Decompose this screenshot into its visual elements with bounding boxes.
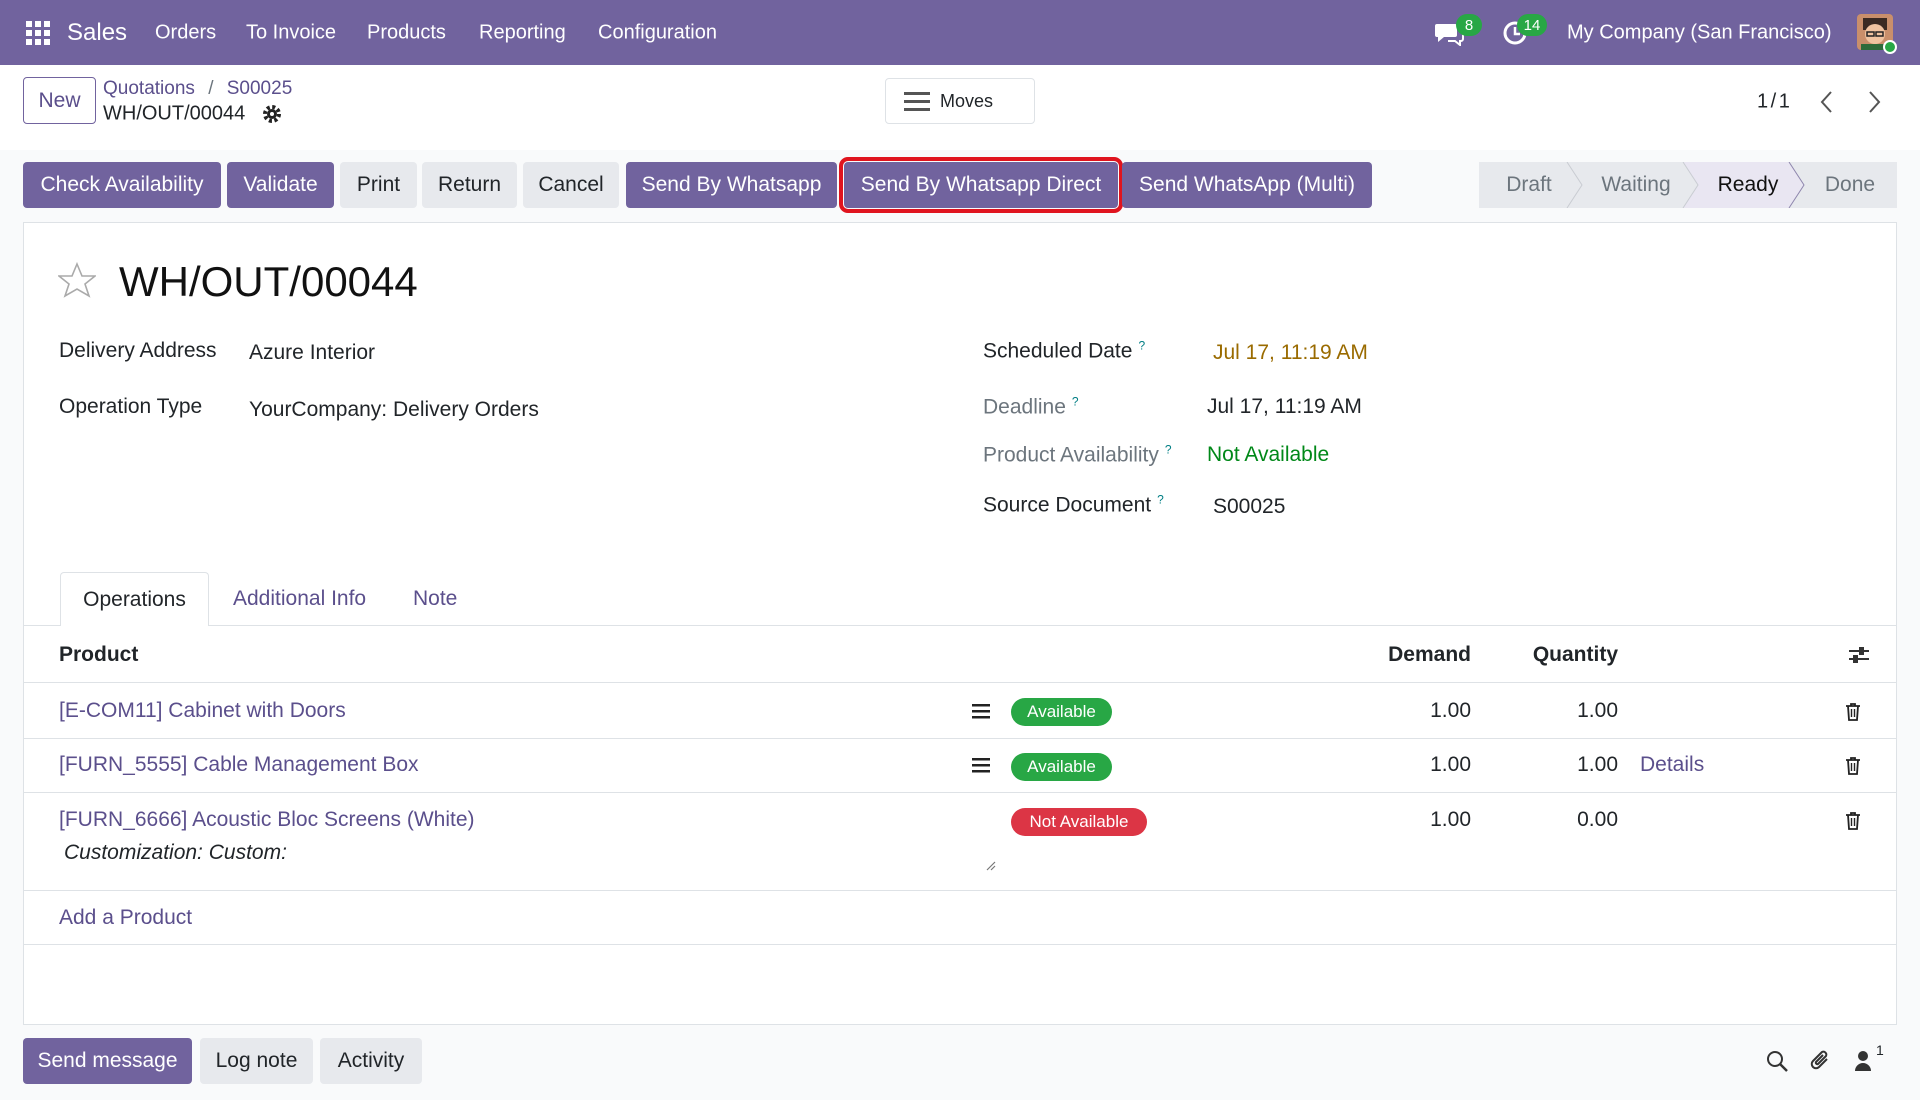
field-value: Not Available (1207, 443, 1330, 466)
pager-prev[interactable] (1819, 90, 1835, 114)
status-stage-current[interactable]: Ready (1717, 173, 1779, 196)
quantity[interactable]: 0.00 (1577, 808, 1618, 831)
status-stage[interactable]: Waiting (1601, 173, 1671, 196)
moves-label: Moves (940, 90, 994, 111)
demand: 1.00 (1430, 699, 1471, 722)
quantity[interactable]: 1.00 (1577, 699, 1618, 722)
delete-icon[interactable] (1845, 811, 1861, 830)
row-border (24, 792, 1896, 793)
menu-item[interactable]: Products (367, 21, 446, 44)
attachment-icon[interactable] (1810, 1049, 1832, 1073)
favorite-star[interactable] (58, 262, 96, 298)
followers-icon[interactable] (1854, 1050, 1874, 1072)
breadcrumb-separator: / (208, 78, 214, 99)
detail-icon[interactable] (972, 757, 990, 773)
breadcrumb-current: WH/OUT/00044 (103, 102, 246, 125)
menu-item[interactable]: Orders (155, 21, 217, 44)
messages-badge: 8 (1456, 14, 1482, 36)
action-button[interactable]: Send WhatsApp (Multi) (1122, 162, 1372, 208)
navbar: Sales Orders To Invoice Products Reporti… (0, 0, 1920, 65)
app-name[interactable]: Sales (67, 19, 128, 46)
product-link[interactable]: [FURN_5555] Cable Management Box (59, 753, 419, 776)
field-label: Deadline (983, 395, 1066, 419)
demand: 1.00 (1430, 808, 1471, 831)
delete-icon[interactable] (1845, 702, 1861, 721)
menu-item[interactable]: Reporting (479, 21, 566, 44)
field-label: Operation Type (59, 395, 203, 418)
detail-icon[interactable] (972, 703, 990, 719)
tab[interactable]: Note (413, 587, 458, 610)
optional-columns-toggle[interactable] (1848, 646, 1870, 664)
add-line[interactable]: Add a Product (59, 906, 193, 929)
form-sheet (23, 222, 1897, 1025)
breadcrumb-link[interactable]: S00025 (226, 78, 293, 99)
apps-icon[interactable] (26, 21, 50, 45)
action-button[interactable]: Cancel (523, 162, 619, 208)
pager: 1 / 1 (1757, 90, 1790, 113)
quantity[interactable]: 1.00 (1577, 753, 1618, 776)
action-button[interactable]: Send By Whatsapp Direct (839, 157, 1123, 213)
field-label: Source Document (983, 493, 1152, 517)
status-stage[interactable]: Done (1824, 173, 1876, 196)
tab[interactable]: Additional Info (233, 587, 367, 610)
activities-badge: 14 (1517, 14, 1547, 36)
status-badge: Available (1011, 698, 1112, 726)
product-description[interactable]: Customization: Custom: (64, 841, 287, 864)
menu-item[interactable]: Configuration (598, 21, 717, 44)
help-tooltip[interactable]: ? (1071, 394, 1079, 409)
help-tooltip[interactable]: ? (1157, 492, 1164, 507)
company-switcher[interactable]: My Company (San Francisco) (1567, 21, 1832, 44)
help-tooltip[interactable]: ? (1164, 442, 1172, 457)
help-tooltip[interactable]: ? (1138, 338, 1146, 353)
row-border (24, 738, 1896, 739)
moves-icon (904, 92, 930, 111)
menu-item[interactable]: To Invoice (246, 21, 337, 44)
column-header[interactable]: Demand (1388, 643, 1471, 666)
user-avatar[interactable] (1857, 14, 1897, 54)
search-icon[interactable] (1766, 1050, 1788, 1072)
product-link[interactable]: [FURN_6666] Acoustic Bloc Screens (White… (59, 808, 475, 831)
followers-count: 1 (1876, 1042, 1884, 1058)
column-header[interactable]: Product (59, 643, 139, 666)
tabs-border (24, 625, 1896, 626)
field-label: Delivery Address (59, 339, 217, 362)
row-border (24, 944, 1896, 945)
details-link[interactable]: Details (1640, 753, 1705, 776)
settings-gear[interactable] (262, 104, 282, 124)
delete-icon[interactable] (1845, 756, 1861, 775)
moves-button[interactable]: Moves (885, 78, 1035, 124)
action-button[interactable]: Return (422, 162, 517, 208)
field-value[interactable]: YourCompany: Delivery Orders (249, 398, 539, 421)
chatter-button[interactable]: Log note (200, 1038, 313, 1084)
product-link[interactable]: [E-COM11] Cabinet with Doors (59, 699, 346, 722)
chatter-button[interactable]: Send message (23, 1038, 192, 1084)
field-value[interactable]: Azure Interior (249, 341, 376, 364)
action-button[interactable]: Print (340, 162, 417, 208)
breadcrumb-link[interactable]: Quotations (103, 78, 195, 99)
statusbar-arrows (1479, 162, 1897, 208)
row-border (24, 682, 1896, 683)
pager-next[interactable] (1866, 90, 1882, 114)
action-button[interactable]: Check Availability (23, 162, 221, 208)
status-stage[interactable]: Draft (1506, 173, 1552, 196)
field-value: Jul 17, 11:19 AM (1207, 395, 1362, 418)
field-label: Scheduled Date (983, 339, 1133, 363)
status-badge: Available (1011, 753, 1112, 781)
chatter-button[interactable]: Activity (320, 1038, 422, 1084)
field-value[interactable]: S00025 (1213, 495, 1286, 518)
column-header[interactable]: Quantity (1532, 643, 1618, 666)
record-title: WH/OUT/00044 (119, 258, 418, 305)
field-label: Product Availability (983, 443, 1159, 467)
demand: 1.00 (1430, 753, 1471, 776)
field-value[interactable]: Jul 17, 11:19 AM (1213, 341, 1368, 364)
resize-handle (986, 861, 996, 871)
action-button[interactable]: Send By Whatsapp (626, 162, 837, 208)
status-badge: Not Available (1011, 808, 1147, 836)
new-button[interactable]: New (23, 77, 96, 124)
tab-active[interactable]: Operations (60, 572, 209, 626)
row-border (24, 890, 1896, 891)
action-button[interactable]: Validate (227, 162, 334, 208)
